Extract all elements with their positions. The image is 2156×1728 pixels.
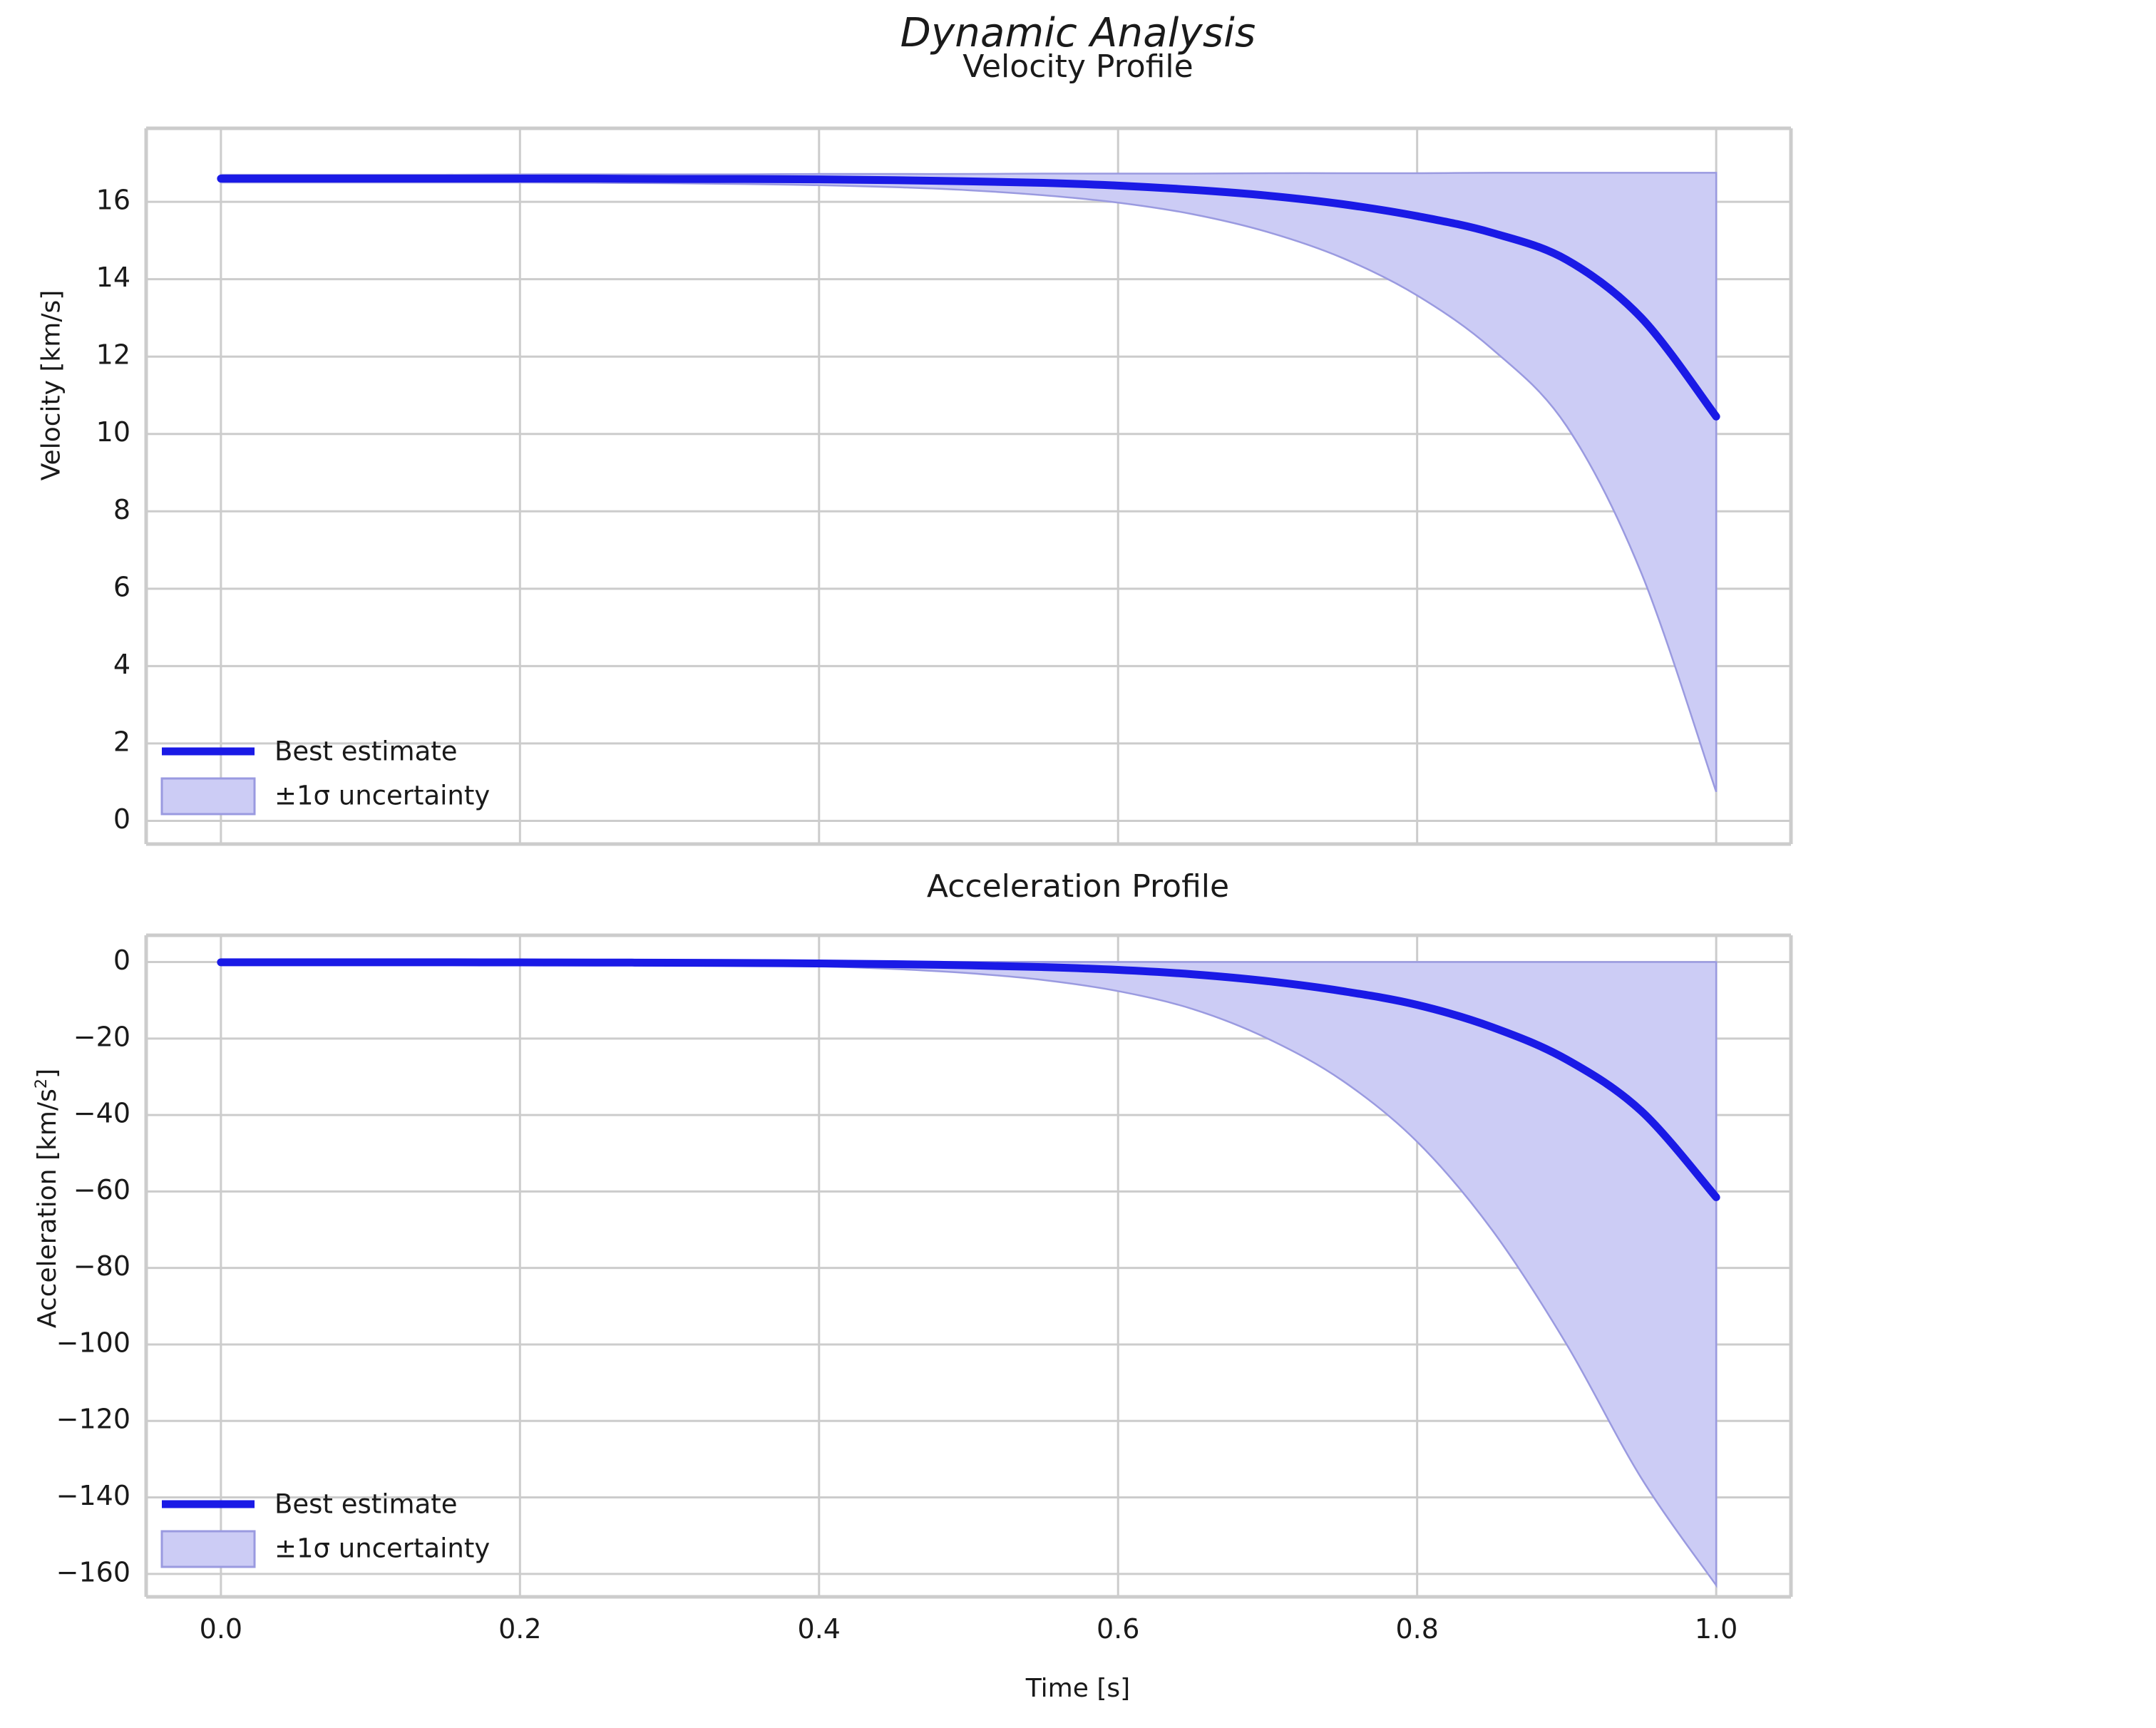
legend-band-swatch (160, 777, 256, 816)
y-tick-label: −160 (56, 1556, 130, 1588)
legend-band-label: ±1σ uncertainty (274, 781, 490, 811)
acceleration-plot: 0 −20 −40 −60 −80 −100 −120 −140 −160 0.0 0.2 0.4 0.… (56, 933, 1793, 1645)
y-tick-label: −120 (56, 1404, 130, 1435)
velocity-ylabel-text: Velocity [km/s] (36, 289, 66, 481)
y-tick-label: −80 (73, 1250, 130, 1282)
x-tick-label: 1.0 (1695, 1613, 1737, 1645)
acceleration-ylabel: Acceleration [km/s2] (32, 970, 62, 1426)
acceleration-ylabel-text: Acceleration [km/s2] (32, 1068, 62, 1329)
y-tick-label: −140 (56, 1480, 130, 1511)
y-tick-label: 10 (96, 416, 130, 448)
x-tick-label: 0.8 (1395, 1613, 1438, 1645)
y-tick-label: 12 (96, 339, 130, 371)
y-tick-label: 2 (113, 726, 130, 757)
y-tick-label: −100 (56, 1327, 130, 1358)
acceleration-axes-title: Acceleration Profile (926, 868, 1230, 905)
y-tick-label: 8 (113, 494, 130, 525)
legend-line-label: Best estimate (274, 736, 458, 767)
figure-suptitle: Dynamic Analysis (900, 10, 1256, 56)
x-tick-label: 0.0 (200, 1613, 242, 1645)
y-tick-label: 16 (96, 185, 130, 216)
x-tick-label: 0.4 (798, 1613, 841, 1645)
y-tick-label: 4 (113, 649, 130, 680)
velocity-axes-title: Velocity Profile (962, 48, 1194, 85)
legend-band-swatch (160, 1530, 256, 1568)
velocity-panel: Velocity Profile Velocity [km/s] 0 2 4 6 8 10… (0, 48, 2156, 855)
best-estimate-line (217, 958, 1720, 1201)
y-tick-label: −40 (73, 1098, 130, 1129)
uncertainty-band (220, 172, 1718, 793)
y-tick-label: −20 (73, 1021, 130, 1052)
best-estimate-line (217, 175, 1720, 421)
x-tick-label: 0.2 (498, 1613, 541, 1645)
legend-band-label: ±1σ uncertainty (274, 1533, 490, 1564)
y-tick-label: −60 (73, 1174, 130, 1205)
x-tick-label: 0.6 (1097, 1613, 1139, 1645)
y-tick-label: 0 (113, 945, 130, 976)
velocity-ylabel: Velocity [km/s] (37, 186, 66, 585)
acceleration-xlabel-text: Time [s] (1025, 1674, 1131, 1703)
y-tick-label: 6 (113, 571, 130, 602)
y-tick-label: 14 (96, 262, 130, 293)
acceleration-panel: Acceleration Profile Acceleration [km/s2… (0, 868, 2156, 1728)
acceleration-xlabel: Time [s] (0, 1674, 2156, 1703)
legend-line-label: Best estimate (274, 1489, 458, 1520)
y-tick-label: 0 (113, 803, 130, 835)
velocity-plot: 0 2 4 6 8 10 12 14 16 Best estimate ±1σ uncertaint… (96, 126, 1793, 846)
